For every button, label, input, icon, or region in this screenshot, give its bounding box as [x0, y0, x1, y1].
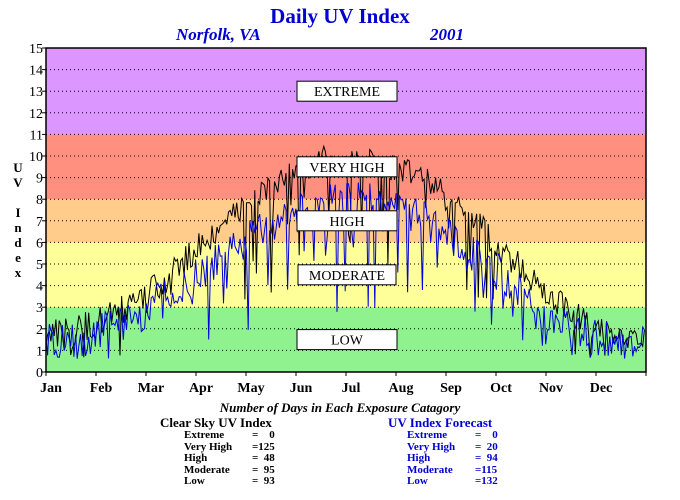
row-label: Moderate [184, 463, 230, 476]
row-value: = 95 [252, 463, 275, 476]
x-tick-label: Jul [342, 381, 361, 396]
x-tick-label: Jan [40, 381, 62, 396]
band-label-text: MODERATE [309, 269, 385, 284]
x-tick-label: Nov [539, 381, 563, 396]
chart-title: Daily UV Index [270, 4, 410, 28]
band-label-high: HIGH [296, 210, 398, 232]
band-label-moderate: MODERATE [297, 264, 397, 286]
y-tick-label: 4 [36, 280, 43, 295]
y-tick-label: 12 [29, 107, 43, 122]
y-axis-label-letter: e [15, 250, 21, 265]
row-value: = 20 [475, 440, 498, 453]
x-tick-labels: Jan Feb Mar Apr May Jun Jul Aug Sep Oct Nov Dec [40, 381, 612, 396]
band-label-text: HIGH [330, 215, 365, 230]
table-row: High = 48 [160, 453, 275, 465]
row-label: Very High [407, 440, 456, 453]
y-tick-label: 7 [36, 215, 43, 230]
footer-title: Number of Days in Each Exposure Catagory [219, 400, 461, 415]
table-row: High = 94 [388, 453, 498, 465]
y-axis-label-letter: d [14, 235, 22, 250]
row-value: =125 [252, 440, 275, 453]
x-tick-label: Feb [90, 381, 113, 396]
row-value: =132 [475, 475, 498, 488]
band-label-box [296, 156, 398, 178]
row-label: Low [184, 475, 205, 488]
band-label-low: LOW [296, 329, 398, 351]
y-tick-label: 11 [30, 128, 43, 143]
y-tick-label: 3 [36, 301, 43, 316]
row-label: Moderate [407, 463, 453, 476]
row-value: = 0 [475, 429, 498, 441]
y-axis-label-letter: I [15, 205, 21, 220]
table-row: Low =132 [388, 476, 498, 488]
band-label-extreme: EXTREME [296, 80, 398, 102]
y-tick-label: 13 [29, 85, 43, 100]
x-tick-label: Dec [590, 381, 613, 396]
y-tick-label: 15 [29, 42, 43, 57]
y-axis-label-letter: n [14, 220, 22, 235]
forecast-heading: UV Index Forecast [388, 415, 493, 430]
band-label-text: EXTREME [314, 85, 380, 100]
y-tick-label: 1 [36, 344, 43, 359]
clear-sky-table: Clear Sky UV Index Extreme = 0 Very High =… [160, 415, 275, 488]
y-tick-label: 2 [36, 323, 43, 338]
table-row: Very High = 20 [388, 440, 498, 454]
table-row: Extreme = 0 [160, 429, 275, 442]
row-label: High [407, 452, 431, 465]
y-tick-label: 10 [29, 150, 43, 165]
y-tick-label: 8 [36, 193, 43, 208]
band-label-box [296, 80, 398, 102]
x-tick-label: May [237, 381, 264, 396]
band-label-box [297, 264, 397, 286]
band-labels: LOW MODERATE HIGH VERY HIGH EXTREME [296, 80, 398, 351]
row-value: = 93 [252, 475, 275, 488]
row-value: = 94 [475, 452, 498, 465]
x-tick-label: Sep [440, 381, 462, 396]
table-row: Extreme = 0 [388, 429, 498, 442]
location-subtitle: Norfolk, VA [176, 25, 261, 44]
y-tick-label: 14 [29, 64, 43, 79]
clear-sky-heading: Clear Sky UV Index [160, 415, 272, 430]
x-tick-label: Mar [138, 381, 164, 396]
y-tick-label: 6 [36, 236, 43, 251]
row-label: Extreme [407, 429, 448, 441]
y-axis-label-letter: V [13, 175, 23, 190]
y-axis-label-letter: U [13, 160, 23, 175]
row-value: = 0 [252, 429, 275, 441]
x-tick-label: Jun [290, 381, 313, 396]
x-tick-label: Aug [389, 381, 414, 396]
row-value: =115 [475, 463, 498, 476]
table-row: Low = 93 [160, 476, 275, 488]
axes [42, 47, 647, 376]
y-axis-label-letter: x [14, 265, 22, 280]
band-label-text: VERY HIGH [309, 161, 384, 176]
band-label-box [296, 210, 398, 232]
y-tick-label: 0 [36, 366, 43, 381]
y-axis-label: U V I n d e x [11, 160, 25, 280]
row-label: High [184, 452, 208, 465]
y-tick-label: 5 [36, 258, 43, 273]
row-label: Extreme [184, 429, 225, 441]
band-label-box [296, 329, 398, 351]
forecast-series-line [45, 182, 645, 359]
row-label: Low [407, 475, 428, 488]
table-row: Very High =125 [160, 440, 275, 454]
x-tick-label: Oct [490, 381, 512, 396]
x-tick-label: Apr [189, 381, 213, 396]
year-subtitle: 2001 [430, 25, 464, 44]
band-label-text: LOW [331, 334, 364, 349]
y-tick-label: 9 [36, 172, 43, 187]
forecast-table: UV Index Forecast Extreme = 0 Very High = … [388, 415, 498, 488]
row-value: = 48 [252, 452, 275, 465]
row-label: Very High [184, 440, 233, 453]
table-row: Moderate = 95 [160, 463, 275, 477]
table-row: Moderate =115 [388, 463, 498, 477]
band-label-very-high: VERY HIGH [296, 156, 398, 178]
